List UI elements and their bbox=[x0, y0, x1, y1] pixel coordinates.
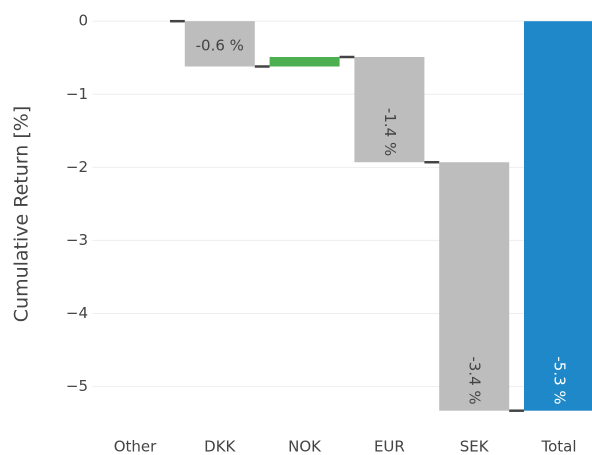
x-tick-label: Total bbox=[540, 438, 576, 455]
x-tick-label: DKK bbox=[204, 438, 236, 455]
x-tick-label: NOK bbox=[288, 438, 322, 455]
bar bbox=[439, 162, 510, 411]
y-tick-label: −3 bbox=[66, 231, 88, 249]
x-tick-label: Other bbox=[114, 438, 157, 455]
bar bbox=[354, 57, 425, 163]
y-tick-label: −5 bbox=[66, 377, 88, 395]
y-tick-label: −2 bbox=[66, 158, 88, 176]
x-tick-label: SEK bbox=[460, 438, 490, 455]
value-label: -3.4 % bbox=[466, 356, 484, 404]
value-label: -0.6 % bbox=[196, 36, 244, 54]
y-tick-label: 0 bbox=[78, 12, 88, 30]
y-axis-label: Cumulative Return [%] bbox=[11, 106, 33, 322]
value-label: -5.3 % bbox=[551, 356, 569, 404]
bar bbox=[269, 57, 340, 67]
value-label: -1.4 % bbox=[381, 108, 399, 156]
y-tick-label: −4 bbox=[66, 304, 88, 322]
x-tick-label: EUR bbox=[374, 438, 405, 455]
bar bbox=[524, 21, 592, 411]
bar bbox=[184, 21, 255, 67]
y-tick-label: −1 bbox=[66, 85, 88, 103]
